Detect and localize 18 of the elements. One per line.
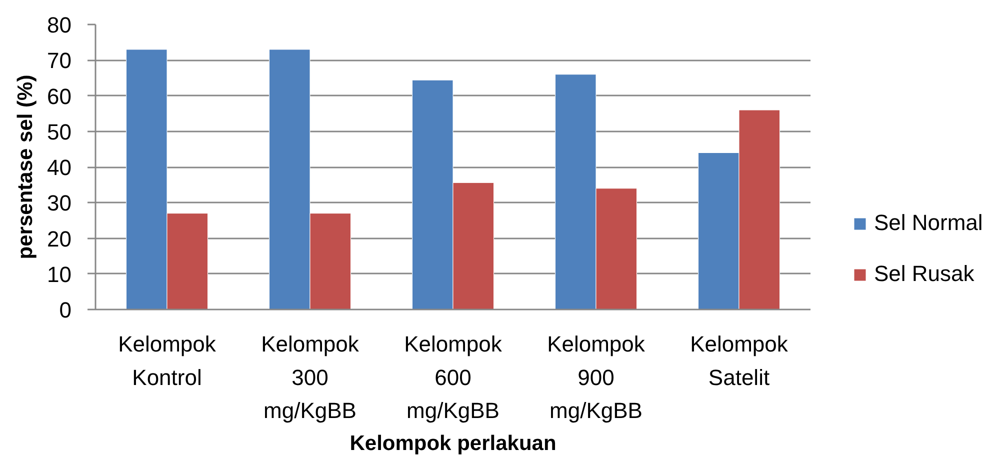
x-axis-title: Kelompok perlakuan bbox=[350, 432, 556, 455]
y-tick-label: 30 bbox=[47, 190, 72, 216]
y-tick-label: 60 bbox=[47, 84, 72, 109]
y-tick-label: 10 bbox=[47, 262, 72, 287]
x-tick-label: Kelompok 900 mg/KgBB bbox=[547, 332, 646, 423]
y-tick-label: 40 bbox=[47, 155, 72, 180]
legend-label: Sel Normal bbox=[874, 210, 983, 236]
x-tick-label: Kelompok Satelit bbox=[690, 332, 789, 390]
x-tick-label: Kelompok Kontrol bbox=[118, 332, 217, 390]
legend-label: Sel Rusak bbox=[874, 261, 974, 287]
x-tick-label: Kelompok 300 mg/KgBB bbox=[261, 332, 360, 423]
y-tick-label: 20 bbox=[47, 226, 72, 252]
y-tick-label: 80 bbox=[47, 12, 72, 38]
y-tick-label: 50 bbox=[47, 119, 72, 144]
y-tick-label: 70 bbox=[47, 48, 72, 74]
y-tick-label: 0 bbox=[59, 298, 72, 322]
x-tick-label: Kelompok 600 mg/KgBB bbox=[404, 332, 503, 423]
y-axis-title: persentase sel (%) bbox=[14, 74, 38, 260]
